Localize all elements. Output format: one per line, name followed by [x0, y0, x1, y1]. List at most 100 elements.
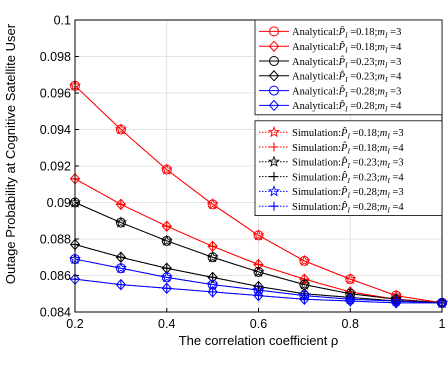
legend-m-subscript: I [384, 31, 388, 40]
legend-p-subscript: I [344, 90, 348, 99]
legend-m-symbol: m [377, 86, 385, 97]
legend-eq: = [350, 202, 359, 213]
data-point [114, 123, 127, 135]
legend-item: Analytical:P̂I =0.18;mI =4 [259, 40, 402, 55]
data-point [207, 286, 218, 298]
legend-m-subscript: I [386, 176, 390, 185]
data-point [298, 278, 311, 290]
legend-p-value: 0.18 [356, 42, 374, 53]
legend-label: Simulation:P̂I =0.18;mI =3 [292, 126, 404, 140]
data-point [162, 283, 172, 293]
legend-p-value: 0.28 [356, 86, 374, 97]
series-line [74, 85, 443, 304]
legend-marker [268, 40, 280, 52]
legend-item: Simulation:P̂I =0.28;mI =4 [259, 200, 404, 215]
legend-item: Simulation:P̂I =0.28;mI =3 [259, 185, 404, 200]
legend-m-value: 4 [398, 143, 404, 154]
legend-m-symbol: m [380, 172, 388, 183]
legend-item: Simulation:P̂I =0.18;mI =3 [259, 125, 404, 141]
x-axis-label: The correlation coefficient ρ [179, 333, 339, 348]
legend-m-value: 3 [398, 128, 403, 139]
legend: Analytical:P̂I =0.18;mI =3Analytical:P̂I… [254, 19, 443, 217]
legend-m-symbol: m [380, 158, 388, 169]
legend-label: Analytical:P̂I =0.28;mI =4 [292, 99, 402, 113]
legend-prefix: Simulation: [292, 158, 341, 169]
y-tick-label: 0.094 [40, 123, 71, 137]
legend-sep: ; [375, 42, 378, 53]
legend-eq: = [348, 72, 357, 83]
legend-eq: = [390, 143, 399, 154]
legend-marker [269, 172, 279, 182]
legend-item: Analytical:P̂I =0.18;mI =3 [259, 25, 401, 40]
data-point [160, 163, 173, 175]
legend-label: Analytical:P̂I =0.23;mI =4 [292, 70, 402, 84]
y-tick-label: 0.09 [47, 196, 71, 210]
legend-eq: = [350, 143, 359, 154]
legend-label: Simulation:P̂I =0.18;mI =4 [292, 141, 404, 155]
legend-item: Analytical:P̂I =0.23;mI =4 [259, 70, 402, 84]
legend-marker [268, 155, 280, 167]
series-line [74, 178, 443, 304]
x-tick-label: 0.4 [158, 317, 175, 331]
legend-sep: ; [375, 72, 378, 83]
data-point [206, 250, 219, 263]
legend-prefix: Analytical: [292, 57, 339, 68]
legend-m-subscript: I [384, 90, 388, 99]
data-point [116, 199, 126, 209]
data-point [206, 278, 219, 290]
legend-sep: ; [377, 187, 380, 198]
data-point [160, 234, 173, 246]
legend-p-subscript: I [344, 46, 348, 55]
legend-prefix: Analytical: [292, 101, 339, 112]
legend-eq: = [348, 101, 357, 112]
legend-m-value: 3 [396, 86, 401, 97]
y-tick-label: 0.088 [40, 233, 71, 247]
legend-m-symbol: m [380, 143, 388, 154]
legend-eq: = [348, 86, 357, 97]
data-point [206, 198, 219, 210]
legend-eq: = [390, 187, 399, 198]
legend-eq: = [390, 128, 399, 139]
legend-item: Analytical:P̂I =0.28;mI =4 [259, 99, 402, 114]
legend-eq: = [388, 27, 397, 38]
data-point [252, 265, 265, 277]
legend-m-symbol: m [377, 101, 385, 112]
legend-prefix: Simulation: [292, 172, 341, 183]
legend-marker [268, 99, 280, 112]
legend-p-value: 0.28 [358, 202, 376, 213]
legend-p-symbol: P̂ [338, 40, 346, 53]
series-line [74, 258, 443, 304]
y-tick-label: 0.098 [40, 50, 71, 64]
legend-eq: = [350, 158, 359, 169]
legend-eq: = [348, 42, 357, 53]
legend-prefix: Simulation: [292, 143, 341, 154]
legend-sep: ; [377, 143, 380, 154]
legend-m-subscript: I [384, 105, 388, 114]
legend-eq: = [390, 202, 399, 213]
legend-p-value: 0.28 [358, 187, 376, 198]
legend-m-value: 4 [396, 42, 402, 53]
legend-label: Analytical:P̂I =0.18;mI =3 [292, 25, 401, 39]
legend-prefix: Analytical: [292, 86, 339, 97]
legend-p-value: 0.23 [356, 57, 374, 68]
legend-m-subscript: I [386, 146, 390, 155]
y-axis-label: Outage Probability at Cognitive Satellit… [3, 23, 18, 284]
legend-item: Simulation:P̂I =0.23;mI =4 [259, 171, 404, 185]
legend-m-symbol: m [377, 57, 385, 68]
legend-label: Analytical:P̂I =0.18;mI =4 [292, 40, 402, 54]
legend-m-subscript: I [386, 206, 390, 215]
legend-sep: ; [377, 172, 380, 183]
legend-sep: ; [377, 128, 380, 139]
y-tick-label: 0.1 [54, 14, 71, 28]
legend-p-subscript: I [344, 105, 348, 114]
legend-eq: = [388, 101, 397, 112]
legend-prefix: Analytical: [292, 42, 339, 53]
legend-marker [269, 85, 279, 96]
data-point [161, 282, 172, 295]
data-point [162, 221, 172, 231]
legend-m-symbol: m [380, 202, 388, 213]
legend-eq: = [350, 187, 359, 198]
legend-marker [269, 26, 279, 37]
legend-p-symbol: P̂ [338, 99, 346, 112]
legend-m-symbol: m [380, 187, 388, 198]
